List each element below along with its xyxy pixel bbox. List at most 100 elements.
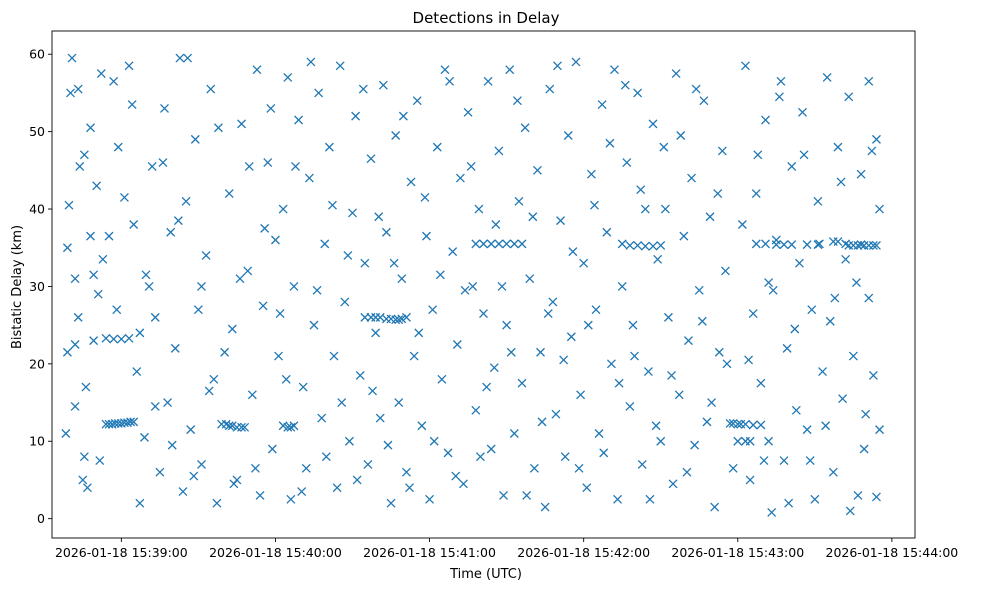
data-point <box>150 312 160 322</box>
data-point <box>324 142 334 152</box>
data-point <box>348 208 357 218</box>
data-point <box>414 328 424 338</box>
data-point <box>674 390 684 400</box>
y-axis-title: Bistatic Delay (km) <box>10 225 25 349</box>
data-point <box>599 448 609 458</box>
data-point <box>86 123 95 133</box>
data-point <box>651 421 661 431</box>
data-point <box>745 475 755 485</box>
data-point <box>483 76 493 86</box>
data-point <box>363 460 373 469</box>
data-point <box>163 398 173 408</box>
data-point <box>872 240 881 250</box>
data-point <box>699 96 709 106</box>
data-point <box>841 254 851 264</box>
data-point <box>633 88 643 98</box>
data-point <box>497 281 507 291</box>
data-point <box>628 320 638 330</box>
data-point <box>397 274 407 284</box>
data-point <box>505 65 515 75</box>
data-point <box>867 146 877 156</box>
data-point <box>448 247 458 257</box>
data-point <box>784 498 794 508</box>
data-point <box>525 274 535 284</box>
data-point <box>420 192 430 202</box>
data-point <box>517 239 527 249</box>
data-point <box>821 421 831 431</box>
data-point <box>374 212 384 222</box>
data-point <box>491 220 501 229</box>
data-point <box>260 223 270 233</box>
data-point <box>856 169 866 179</box>
data-point <box>240 422 250 432</box>
data-point <box>321 452 331 462</box>
data-point <box>679 231 689 241</box>
data-point <box>790 324 800 334</box>
data-point <box>748 309 758 318</box>
data-point <box>64 200 74 210</box>
data-point <box>845 506 855 516</box>
data-point <box>75 161 85 171</box>
data-point <box>805 456 815 466</box>
data-point <box>197 460 206 469</box>
data-point <box>838 394 848 404</box>
y-tick-label: 40 <box>29 202 45 217</box>
data-point <box>320 239 330 249</box>
data-point <box>768 285 778 295</box>
data-point <box>286 494 296 504</box>
data-point <box>848 351 858 361</box>
data-point <box>429 436 439 446</box>
data-point <box>213 123 223 133</box>
data-point <box>181 196 191 206</box>
data-point <box>220 347 230 357</box>
data-point <box>301 463 311 473</box>
data-point <box>368 386 378 396</box>
data-point <box>409 351 419 361</box>
data-point <box>112 305 122 315</box>
data-point <box>764 436 774 446</box>
data-point <box>197 281 206 291</box>
data-point <box>96 69 106 79</box>
data-point <box>560 452 570 462</box>
data-point <box>722 359 732 369</box>
data-point <box>78 475 88 485</box>
data-point <box>522 490 532 500</box>
data-point <box>787 240 797 250</box>
data-point <box>617 239 627 249</box>
plot-frame <box>51 30 916 539</box>
data-point <box>355 370 365 380</box>
data-point <box>543 309 553 318</box>
data-point <box>489 363 499 373</box>
y-tick-label: 50 <box>29 124 45 139</box>
data-point <box>61 429 71 438</box>
data-point <box>281 374 291 384</box>
data-point <box>548 297 558 307</box>
data-point <box>810 494 820 504</box>
data-point <box>733 419 743 429</box>
data-point <box>725 418 735 428</box>
data-point <box>622 158 632 168</box>
data-point <box>630 351 639 361</box>
data-point <box>170 343 180 353</box>
data-point <box>459 479 468 489</box>
data-point <box>576 390 586 400</box>
data-point <box>386 498 396 508</box>
x-tick-label: 2026-01-18 15:42:00 <box>517 545 650 560</box>
data-point <box>89 336 99 346</box>
data-point <box>851 278 861 288</box>
data-point <box>113 142 123 152</box>
data-point <box>514 196 524 206</box>
data-point <box>605 138 615 148</box>
data-point <box>250 463 260 473</box>
data-point <box>312 285 322 295</box>
data-point <box>375 413 385 423</box>
data-point <box>625 240 635 250</box>
data-point <box>551 409 561 419</box>
data-point <box>648 241 658 251</box>
data-point <box>193 305 203 315</box>
data-point <box>563 131 573 140</box>
data-point <box>381 227 391 237</box>
data-point <box>82 483 92 493</box>
data-point <box>833 237 843 246</box>
data-point <box>366 154 376 164</box>
